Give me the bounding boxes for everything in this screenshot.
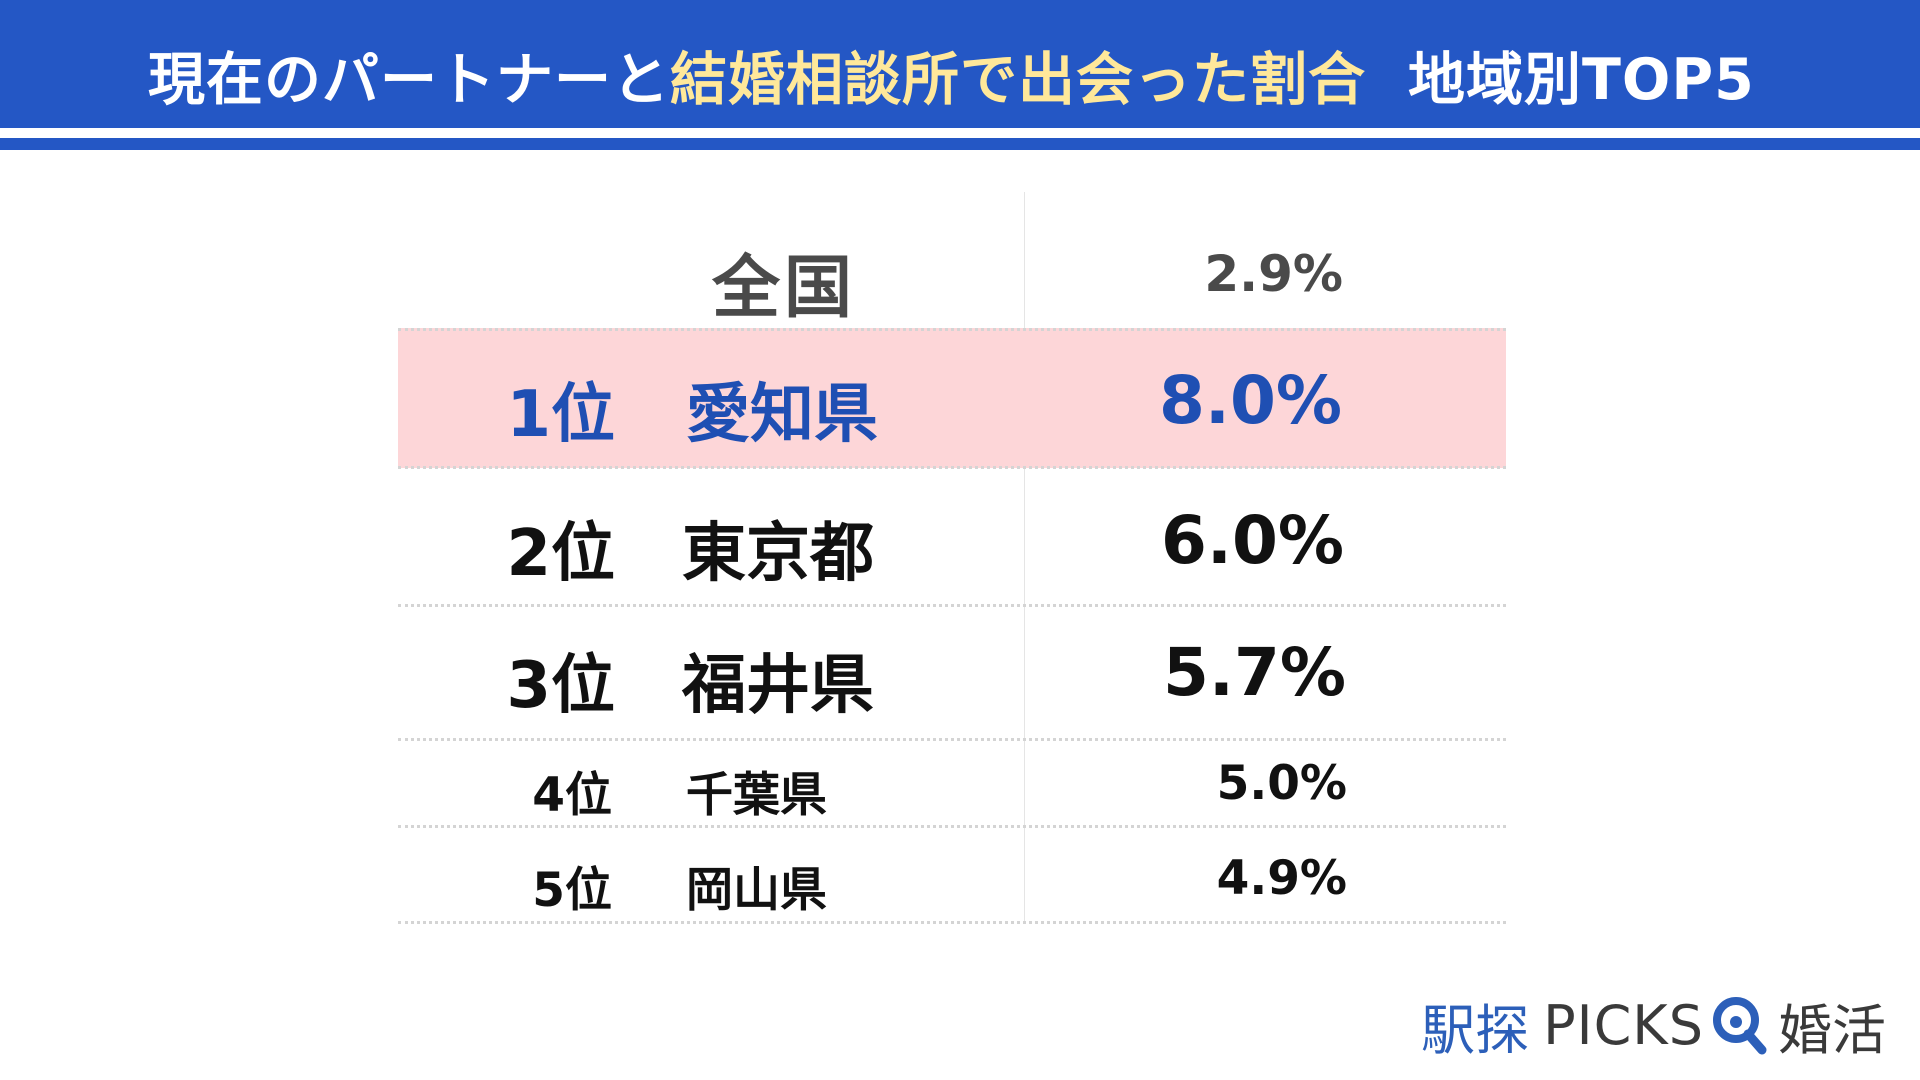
prefecture-cell-4: 千葉県	[686, 768, 827, 823]
rank-cell-1: 1位	[506, 378, 615, 452]
value-cell-5: 4.9%	[1216, 851, 1347, 906]
row-separator	[398, 466, 1506, 469]
value-cell-1: 8.0%	[1158, 362, 1342, 439]
first-place-highlight	[398, 328, 1506, 468]
brand-part1: 駅探	[1421, 998, 1530, 1062]
national-value: 2.9%	[1204, 245, 1343, 303]
column-divider	[1024, 192, 1025, 924]
title-part1: 現在のパートナーと	[148, 47, 670, 113]
brand-part2: PICKS	[1543, 993, 1704, 1057]
prefecture-cell-1: 愛知県	[686, 378, 878, 452]
national-label: 全国	[712, 249, 857, 328]
title-banner-stripe	[0, 138, 1920, 150]
rank-cell-5: 5位	[532, 863, 612, 918]
value-cell-4: 5.0%	[1216, 756, 1347, 811]
prefecture-cell-3: 福井県	[682, 649, 874, 723]
title-part2: 地域別TOP5	[1408, 47, 1755, 113]
row-separator	[398, 738, 1506, 741]
rank-cell-2: 2位	[506, 517, 615, 591]
row-separator	[398, 921, 1506, 924]
row-separator	[398, 825, 1506, 828]
brand-logo: 駅探 PICKS 婚活	[1421, 990, 1886, 1062]
brand-part3: 婚活	[1778, 998, 1886, 1062]
row-separator	[398, 328, 1506, 331]
rank-cell-3: 3位	[506, 649, 615, 723]
rank-cell-4: 4位	[532, 768, 612, 823]
page-title: 現在のパートナーと 結婚相談所で出会った割合 地域別TOP5	[148, 30, 1755, 120]
prefecture-cell-2: 東京都	[682, 517, 874, 591]
prefecture-cell-5: 岡山県	[686, 863, 827, 918]
value-cell-2: 6.0%	[1160, 502, 1344, 579]
title-highlight: 結婚相談所で出会った割合	[670, 47, 1366, 113]
row-separator	[398, 604, 1506, 607]
value-cell-3: 5.7%	[1162, 634, 1346, 711]
search-magnifier-icon	[1713, 997, 1767, 1055]
title-banner	[0, 0, 1920, 128]
